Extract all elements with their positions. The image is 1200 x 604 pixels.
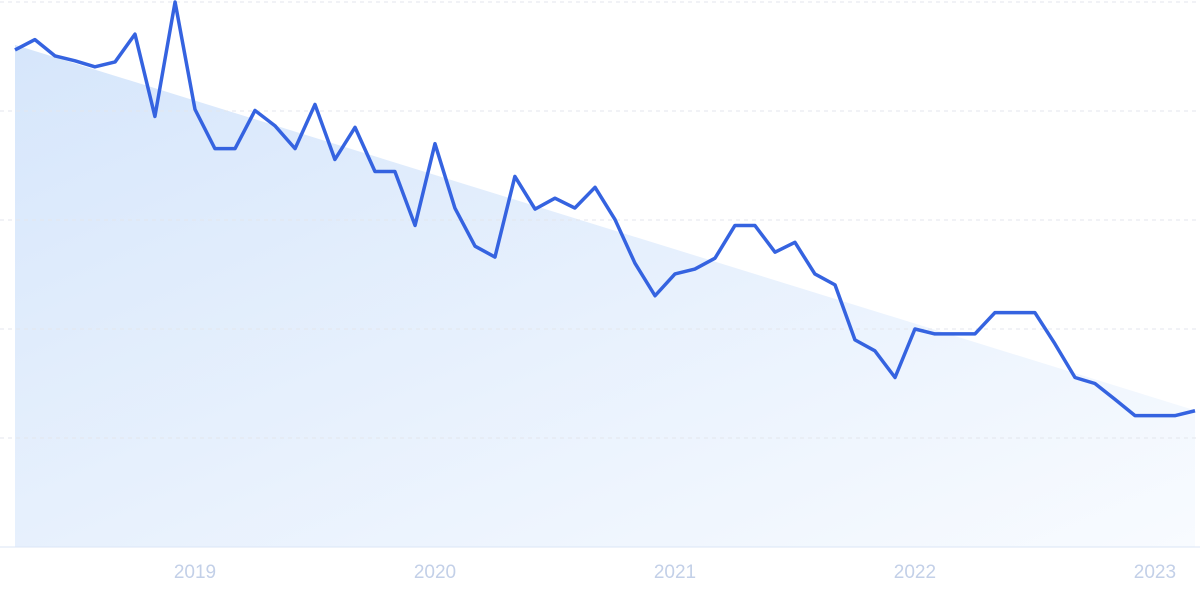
trend-area bbox=[15, 44, 1195, 548]
x-tick-label: 2023 bbox=[1134, 562, 1176, 583]
x-tick-label: 2020 bbox=[414, 562, 456, 583]
x-tick-label: 2019 bbox=[174, 562, 216, 583]
x-tick-label: 2022 bbox=[894, 562, 936, 583]
x-tick-label: 2021 bbox=[654, 562, 696, 583]
line bbox=[14, 0, 1196, 418]
